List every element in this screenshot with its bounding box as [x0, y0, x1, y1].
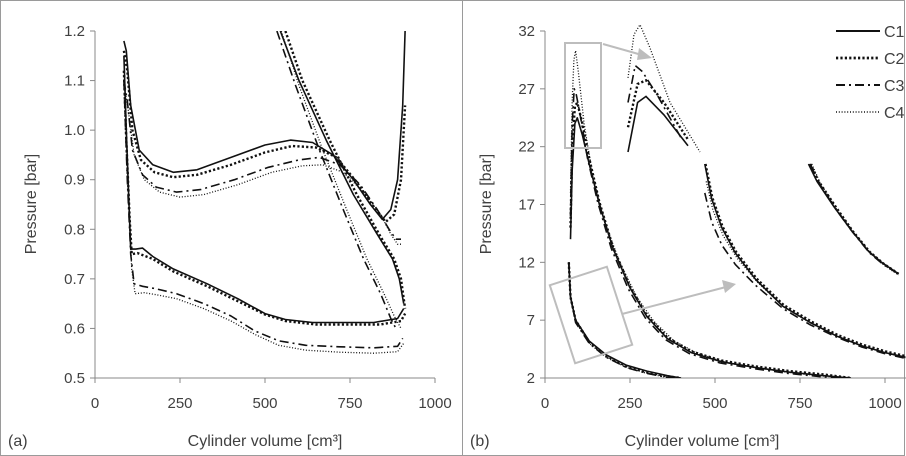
chart-a-x-tick-label: 750 — [337, 395, 362, 412]
zoom-arrow-top — [602, 43, 643, 56]
chart-a-y-tick-label: 1.1 — [64, 73, 85, 90]
zoom-inset-series-2 — [626, 78, 690, 141]
chart-b-panel-label: (b) — [470, 433, 490, 450]
chart-a-x-tick-label: 1000 — [418, 395, 451, 412]
chart-a-y-tick-label: 0.7 — [64, 271, 85, 288]
zoom-inset-series-1 — [627, 95, 689, 153]
chart-b-y-tick-label: 12 — [518, 254, 535, 271]
chart-b-series-1-segment-3 — [704, 163, 906, 358]
chart-a-series-2-segment-3 — [284, 31, 407, 309]
zoom-arrow-bottom — [621, 286, 727, 315]
chart-b-y-tick-label: 22 — [518, 139, 535, 156]
chart-a-series-1-segment-3 — [279, 31, 405, 304]
chart-b-series-2-segment-1 — [569, 101, 852, 378]
chart-a-series-3-segment-2 — [123, 80, 404, 349]
zoom-inset-series-4 — [627, 23, 701, 153]
zoom-box-expansion — [548, 265, 634, 365]
chart-a-series-1-segment-2 — [123, 55, 405, 324]
chart-b-x-tick-label: 250 — [617, 395, 642, 412]
chart-b-ylabel: Pressure [bar] — [478, 154, 495, 254]
chart-a-panel-label: (a) — [8, 433, 28, 450]
panel-b-frame — [462, 0, 905, 456]
chart-a-series-4-segment-3 — [280, 31, 402, 329]
chart-b-series-4-segment-2 — [568, 262, 678, 378]
chart-a-y-tick-label: 0.6 — [64, 320, 85, 337]
chart-b-series-3-segment-4 — [809, 163, 900, 275]
chart-a-y-tick-label: 0.8 — [64, 221, 85, 238]
chart-b-y-tick-label: 7 — [527, 312, 535, 329]
chart-b-y-tick-label: 27 — [518, 81, 535, 98]
chart-a-y-tick-label: 0.5 — [64, 370, 85, 387]
chart-a: 0.50.60.70.80.91.01.11.2 0 250 500 750 1000 … — [8, 23, 452, 450]
chart-a-series-3-segment-3 — [276, 31, 397, 329]
zoom-inset-series-3 — [627, 64, 683, 140]
chart-b-x-tick-label: 0 — [541, 395, 549, 412]
chart-b-series-1-segment-4 — [807, 163, 900, 275]
chart-b-x-tick-label: 500 — [702, 395, 727, 412]
chart-b-series-2-segment-3 — [704, 163, 906, 358]
zoom-arrow-top-head — [637, 48, 652, 60]
legend-label-c2: C2 — [884, 51, 905, 68]
chart-b-series-3-segment-3 — [704, 192, 906, 360]
chart-a-series-2-segment-2 — [122, 70, 407, 326]
chart-a-y-tick-label: 0.9 — [64, 172, 85, 189]
chart-a-series-3-segment-1 — [123, 80, 401, 240]
chart-a-series-1-segment-1 — [123, 31, 406, 221]
chart-b-series-4-segment-3 — [705, 181, 906, 359]
legend-label-c1: C1 — [884, 24, 905, 41]
chart-a-y-tick-label: 1.2 — [64, 23, 85, 40]
chart-b-series-4-segment-1 — [569, 50, 848, 378]
chart-b-y-tick-label: 17 — [518, 197, 535, 214]
chart-a-x-tick-label: 0 — [91, 395, 99, 412]
legend-label-c4: C4 — [884, 105, 905, 122]
chart-a-ylabel: Pressure [bar] — [23, 154, 40, 254]
chart-b-xlabel: Cylinder volume [cm³] — [625, 433, 780, 450]
chart-b-y-tick-label: 2 — [527, 370, 535, 387]
chart-a-x-tick-label: 500 — [252, 395, 277, 412]
chart-a-series-2-segment-1 — [122, 50, 407, 224]
legend-label-c3: C3 — [884, 78, 905, 95]
chart-b-y-tick-label: 32 — [518, 23, 535, 40]
zoom-arrow-bottom-head — [722, 280, 736, 293]
chart-a-series-4-segment-1 — [124, 90, 403, 245]
chart-b-series-2-segment-2 — [567, 262, 682, 378]
chart-b-legend: C1 C2 C3 C4 — [836, 24, 905, 122]
chart-a-xlabel: Cylinder volume [cm³] — [188, 433, 343, 450]
chart-a-series-4-segment-2 — [124, 95, 405, 354]
zoom-box-peak — [564, 42, 602, 149]
chart-a-x-tick-label: 250 — [167, 395, 192, 412]
chart-b-x-tick-label: 750 — [787, 395, 812, 412]
zoom-inset — [626, 23, 701, 153]
chart-b-series-4-segment-4 — [811, 163, 899, 276]
chart-b-series-3-segment-1 — [569, 88, 845, 378]
chart-b-series-2-segment-4 — [809, 163, 900, 275]
chart-a-y-tick-label: 1.0 — [64, 122, 85, 139]
chart-b-series-1-segment-1 — [569, 117, 852, 378]
chart-b-x-tick-label: 1000 — [868, 395, 901, 412]
